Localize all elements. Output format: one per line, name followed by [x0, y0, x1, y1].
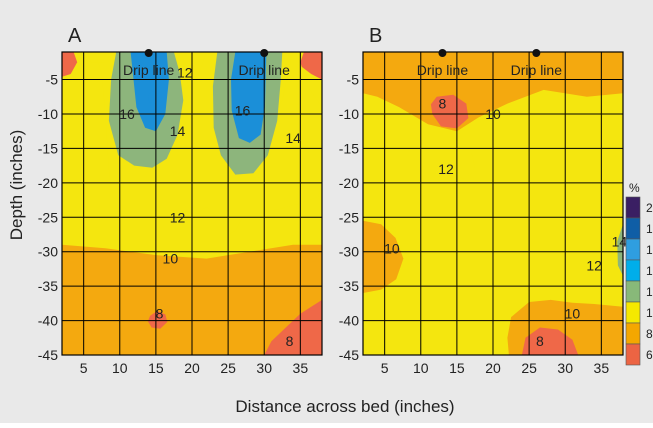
x-tick-label: 15 [449, 360, 465, 376]
drip-line-label: Drip line [417, 62, 469, 78]
contour-label: 16 [235, 103, 251, 119]
y-tick-label: -5 [347, 72, 360, 88]
legend-swatch [626, 239, 640, 260]
y-tick-label: -10 [38, 106, 58, 122]
x-tick-label: 5 [80, 360, 88, 376]
legend-title: % [629, 181, 640, 195]
contour-label: 8 [286, 333, 294, 349]
legend-swatch [626, 281, 640, 302]
legend-label: 8 [646, 327, 653, 341]
x-tick-label: 35 [594, 360, 610, 376]
y-tick-label: -45 [339, 347, 359, 363]
legend-swatch [626, 302, 640, 323]
legend-label: 1 [646, 285, 653, 299]
legend-label: 1 [646, 306, 653, 320]
y-tick-label: -40 [38, 313, 58, 329]
legend-label: 1 [646, 264, 653, 278]
x-tick-label: 5 [381, 360, 389, 376]
contour-label: 16 [119, 106, 135, 122]
drip-line-marker [532, 49, 540, 57]
contour-label: 12 [438, 161, 454, 177]
panel-b: 5 10 15 20 25 30 35 -5 -10 -15 -20 -25 -30 -35 -40 -45 B… [339, 25, 628, 376]
y-tick-label: -25 [339, 209, 359, 225]
y-tick-label: -15 [339, 140, 359, 156]
x-tick-label: 10 [112, 360, 128, 376]
panel-letter: B [369, 25, 382, 47]
y-tick-label: -40 [339, 313, 359, 329]
contour-label: 8 [439, 96, 447, 112]
panel-letter: A [68, 25, 82, 47]
contour-label: 8 [536, 333, 544, 349]
x-tick-label: 10 [413, 360, 429, 376]
drip-line-marker [145, 49, 153, 57]
drip-line-label: Drip line [511, 62, 563, 78]
drip-line-label: Drip line [239, 62, 291, 78]
contour-label: 8 [156, 306, 164, 322]
contour-label: 14 [285, 130, 301, 146]
legend: % 2 1 1 1 1 1 8 6 [626, 181, 653, 365]
legend-swatch [626, 260, 640, 281]
y-tick-label: -5 [46, 72, 59, 88]
x-axis-label: Distance across bed (inches) [235, 397, 454, 416]
contour-label: 10 [485, 106, 501, 122]
y-tick-label: -20 [38, 175, 58, 191]
contour-label: 10 [565, 306, 581, 322]
legend-label: 1 [646, 243, 653, 257]
y-tick-label: -10 [339, 106, 359, 122]
drip-line-marker [260, 49, 268, 57]
contour-label: 12 [586, 257, 602, 273]
x-tick-label: 25 [220, 360, 236, 376]
contour-label: 12 [170, 209, 186, 225]
drip-line-marker [438, 49, 446, 57]
legend-swatch [626, 323, 640, 344]
legend-swatch [626, 197, 640, 218]
panel-a: 5 10 15 20 25 30 35 -5 -10 -15 -20 -25 -30 -35 -40 -45 A… [38, 25, 322, 376]
legend-swatch [626, 344, 640, 365]
y-axis-label: Depth (inches) [7, 130, 26, 241]
y-tick-label: -15 [38, 140, 58, 156]
y-tick-label: -35 [38, 278, 58, 294]
x-tick-label: 15 [148, 360, 164, 376]
y-tick-label: -30 [38, 244, 58, 260]
y-tick-label: -20 [339, 175, 359, 191]
y-tick-label: -30 [339, 244, 359, 260]
contour-label: 14 [612, 233, 628, 249]
y-tick-label: -25 [38, 209, 58, 225]
x-tick-label: 25 [521, 360, 537, 376]
contour-label: 14 [170, 123, 186, 139]
contour-label: 10 [163, 251, 179, 267]
legend-label: 1 [646, 222, 653, 236]
legend-label: 2 [646, 201, 653, 215]
legend-label: 6 [646, 348, 653, 362]
x-tick-label: 30 [557, 360, 573, 376]
drip-line-label: Drip line [123, 62, 175, 78]
x-tick-label: 20 [184, 360, 200, 376]
x-tick-label: 20 [485, 360, 501, 376]
contour-label: 12 [177, 65, 193, 81]
x-tick-label: 30 [256, 360, 272, 376]
y-tick-label: -35 [339, 278, 359, 294]
contour-label: 10 [384, 240, 400, 256]
y-tick-label: -45 [38, 347, 58, 363]
legend-swatch [626, 218, 640, 239]
x-tick-label: 35 [293, 360, 309, 376]
